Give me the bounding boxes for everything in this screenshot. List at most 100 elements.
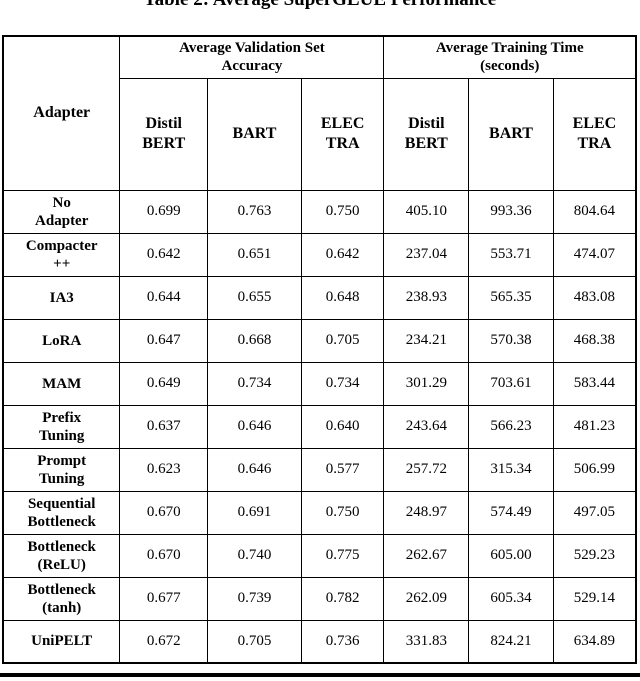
table-cell: 474.07 — [552, 232, 637, 277]
row-label: No Adapter — [2, 189, 121, 234]
table-cell: 0.623 — [119, 447, 209, 492]
column-header-distilbert-accuracy: Distil BERT — [119, 77, 209, 191]
table-cell: 234.21 — [383, 318, 470, 363]
table-cell: 0.670 — [119, 533, 209, 578]
table-cell: 238.93 — [383, 275, 470, 320]
table-cell: 483.08 — [552, 275, 637, 320]
table-cell: 0.750 — [300, 189, 385, 234]
table-row-no-adapter: No Adapter 0.699 0.763 0.750 405.10 993.… — [2, 189, 637, 234]
table-cell: 0.734 — [207, 361, 302, 406]
table-cell: 243.64 — [383, 404, 470, 449]
column-header-bart-time: BART — [468, 77, 554, 191]
table-cell: 405.10 — [383, 189, 470, 234]
table-cell: 824.21 — [468, 619, 554, 664]
table-cell: 0.705 — [207, 619, 302, 664]
table-row-bottleneck-relu: Bottleneck (ReLU) 0.670 0.740 0.775 262.… — [2, 533, 637, 578]
table-cell: 0.642 — [300, 232, 385, 277]
table-cell: 0.670 — [119, 490, 209, 535]
superglue-results-table: Adapter Average Validation Set Accuracy … — [2, 35, 637, 664]
table-cell: 506.99 — [552, 447, 637, 492]
row-label: Sequential Bottleneck — [2, 490, 121, 535]
table-cell: 481.23 — [552, 404, 637, 449]
table-cell: 0.763 — [207, 189, 302, 234]
table-cell: 703.61 — [468, 361, 554, 406]
column-header-bart-accuracy: BART — [207, 77, 302, 191]
column-header-electra-accuracy: ELEC TRA — [300, 77, 385, 191]
table-cell: 0.691 — [207, 490, 302, 535]
table-row-unipelt: UniPELT 0.672 0.705 0.736 331.83 824.21 … — [2, 619, 637, 664]
table-cell: 605.34 — [468, 576, 554, 621]
row-label: IA3 — [2, 275, 121, 320]
header-group-row: Adapter Average Validation Set Accuracy … — [2, 35, 637, 191]
table-cell: 0.699 — [119, 189, 209, 234]
adapter-column-header: Adapter — [2, 35, 121, 191]
row-label: Bottleneck (tanh) — [2, 576, 121, 621]
table-cell: 804.64 — [552, 189, 637, 234]
table-cell: 0.637 — [119, 404, 209, 449]
table-cell: 301.29 — [383, 361, 470, 406]
row-label: Bottleneck (ReLU) — [2, 533, 121, 578]
table-caption-clipped-region: Table 2: Average SuperGLUE Performance — [0, 0, 640, 11]
table-cell: 0.651 — [207, 232, 302, 277]
table-cell: 0.577 — [300, 447, 385, 492]
row-label: Prompt Tuning — [2, 447, 121, 492]
table-cell: 0.750 — [300, 490, 385, 535]
table-cell: 0.642 — [119, 232, 209, 277]
row-label: LoRA — [2, 318, 121, 363]
table-cell: 257.72 — [383, 447, 470, 492]
table-row-prefix-tuning: Prefix Tuning 0.637 0.646 0.640 243.64 5… — [2, 404, 637, 449]
table-cell: 0.655 — [207, 275, 302, 320]
table-row-compacter: Compacter ++ 0.642 0.651 0.642 237.04 55… — [2, 232, 637, 277]
table-cell: 605.00 — [468, 533, 554, 578]
row-label: MAM — [2, 361, 121, 406]
table-cell: 566.23 — [468, 404, 554, 449]
table-cell: 529.23 — [552, 533, 637, 578]
column-header-electra-time: ELEC TRA — [552, 77, 637, 191]
table-cell: 0.677 — [119, 576, 209, 621]
table-cell: 583.44 — [552, 361, 637, 406]
table-cell: 0.734 — [300, 361, 385, 406]
table-cell: 0.736 — [300, 619, 385, 664]
table-cell: 0.740 — [207, 533, 302, 578]
group-header-training-time: Average Training Time (seconds) — [383, 35, 637, 79]
table-cell: 634.89 — [552, 619, 637, 664]
table-row-lora: LoRA 0.647 0.668 0.705 234.21 570.38 468… — [2, 318, 637, 363]
table-row-bottleneck-tanh: Bottleneck (tanh) 0.677 0.739 0.782 262.… — [2, 576, 637, 621]
table-cell: 574.49 — [468, 490, 554, 535]
table-cell: 0.739 — [207, 576, 302, 621]
table-cell: 468.38 — [552, 318, 637, 363]
table-cell: 0.672 — [119, 619, 209, 664]
table-cell: 0.646 — [207, 447, 302, 492]
table-cell: 570.38 — [468, 318, 554, 363]
header-model-row: Distil BERT BART ELEC TRA Distil BERT BA… — [3, 77, 637, 191]
table-cell: 553.71 — [468, 232, 554, 277]
table-cell: 0.705 — [300, 318, 385, 363]
table-row-sequential-bottleneck: Sequential Bottleneck 0.670 0.691 0.750 … — [2, 490, 637, 535]
table-cell: 248.97 — [383, 490, 470, 535]
table-cell: 331.83 — [383, 619, 470, 664]
table-cell: 0.782 — [300, 576, 385, 621]
table-row-prompt-tuning: Prompt Tuning 0.623 0.646 0.577 257.72 3… — [2, 447, 637, 492]
column-header-distilbert-time: Distil BERT — [383, 77, 470, 191]
table-cell: 0.649 — [119, 361, 209, 406]
table-cell: 993.36 — [468, 189, 554, 234]
page-bottom-rule — [0, 673, 640, 677]
table-cell: 315.34 — [468, 447, 554, 492]
table-cell: 0.648 — [300, 275, 385, 320]
table-cell: 0.640 — [300, 404, 385, 449]
table-row-mam: MAM 0.649 0.734 0.734 301.29 703.61 583.… — [2, 361, 637, 406]
table-cell: 0.646 — [207, 404, 302, 449]
table-cell: 262.67 — [383, 533, 470, 578]
group-header-validation-accuracy: Average Validation Set Accuracy — [119, 35, 385, 79]
table-cell: 0.775 — [300, 533, 385, 578]
table-cell: 529.14 — [552, 576, 637, 621]
table-cell: 0.644 — [119, 275, 209, 320]
row-label: Prefix Tuning — [2, 404, 121, 449]
row-label: Compacter ++ — [2, 232, 121, 277]
table-row-ia3: IA3 0.644 0.655 0.648 238.93 565.35 483.… — [2, 275, 637, 320]
table-cell: 497.05 — [552, 490, 637, 535]
table-cell: 0.647 — [119, 318, 209, 363]
table-cell: 237.04 — [383, 232, 470, 277]
table-caption: Table 2: Average SuperGLUE Performance — [0, 0, 640, 11]
table-cell: 262.09 — [383, 576, 470, 621]
